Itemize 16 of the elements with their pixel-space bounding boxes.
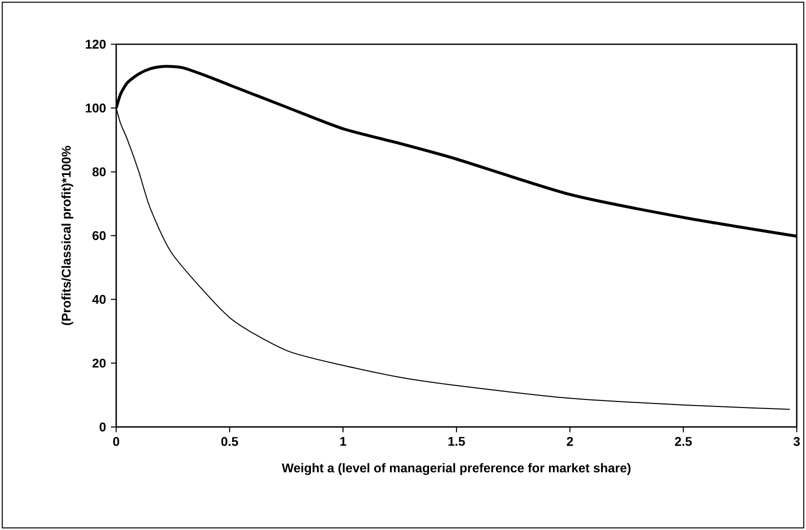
- x-tick-label: 0: [113, 436, 120, 446]
- y-tick-label: 60: [92, 231, 106, 240]
- x-tick-label: 0.5: [221, 436, 238, 446]
- y-tick-label: 100: [86, 103, 106, 112]
- y-tick-label: 120: [86, 40, 106, 49]
- x-tick-label: 1.5: [448, 436, 465, 446]
- x-tick-label: 2.5: [674, 436, 692, 446]
- y-tick-label: 20: [92, 358, 106, 368]
- y-tick-label: 80: [92, 167, 106, 176]
- x-tick-label: 3: [794, 436, 800, 446]
- x-axis-title: Weight a (level of managerial preference for market share): [282, 463, 631, 475]
- y-tick-label: 0: [100, 422, 106, 432]
- y-axis-title: (Profits/Classical profit)*100%: [61, 146, 74, 325]
- x-tick-label: 2: [566, 436, 573, 446]
- y-tick-label: 40: [92, 294, 106, 304]
- x-tick-label: 1: [340, 436, 346, 446]
